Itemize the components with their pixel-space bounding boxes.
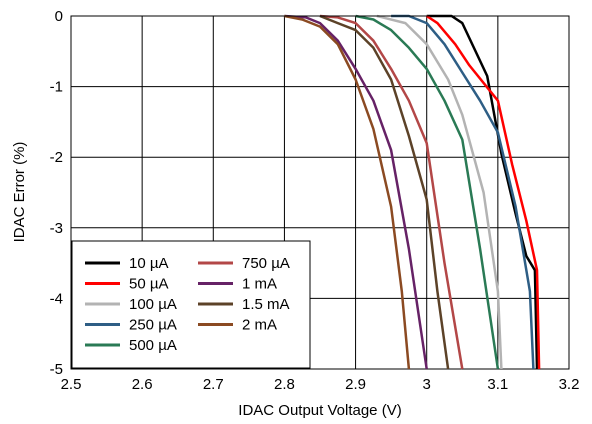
y-tick-label: -2 (50, 149, 63, 166)
x-tick-labels: 2.5 2.6 2.7 2.8 2.9 3 3.1 3.2 (61, 376, 580, 393)
series-line-1 (426, 14, 541, 370)
series-line-6 (284, 14, 428, 370)
x-tick-label: 2.6 (132, 376, 153, 393)
series-line-7 (319, 14, 450, 370)
legend-label: 750 µA (242, 255, 290, 272)
legend-label: 1.5 mA (242, 296, 290, 313)
series-line-8 (284, 14, 411, 370)
legend-label: 10 µA (129, 255, 169, 272)
x-tick-label: 2.9 (345, 376, 366, 393)
x-tick-label: 2.7 (203, 376, 224, 393)
y-tick-label: -1 (50, 79, 63, 96)
series-line-3 (391, 14, 535, 370)
y-tick-label: -4 (50, 290, 63, 307)
x-tick-label: 2.8 (274, 376, 295, 393)
y-tick-labels: 0 -1 -2 -3 -4 -5 (50, 8, 63, 378)
legend-label: 2 mA (242, 317, 277, 334)
legend-label: 250 µA (129, 317, 177, 334)
x-axis-title: IDAC Output Voltage (V) (238, 402, 401, 419)
x-tick-label: 2.5 (61, 376, 82, 393)
legend-label: 50 µA (129, 276, 169, 293)
y-tick-label: -3 (50, 220, 63, 237)
x-tick-label: 3.1 (487, 376, 508, 393)
legend-label: 100 µA (129, 296, 177, 313)
legend-label: 1 mA (242, 276, 277, 293)
legend: 10 µA 50 µA 100 µA 250 µA 500 µA 750 µA 1 mA 1.… (71, 240, 311, 369)
series-line-4 (355, 14, 500, 370)
legend-label: 500 µA (129, 337, 177, 354)
x-tick-label: 3.2 (559, 376, 580, 393)
series-layer (284, 14, 541, 370)
y-tick-label: 0 (55, 8, 63, 25)
y-axis-title: IDAC Error (%) (11, 142, 28, 243)
series-line-5 (319, 14, 464, 370)
x-tick-label: 3 (423, 376, 431, 393)
y-tick-label: -5 (50, 361, 63, 378)
series-line-2 (376, 14, 503, 370)
